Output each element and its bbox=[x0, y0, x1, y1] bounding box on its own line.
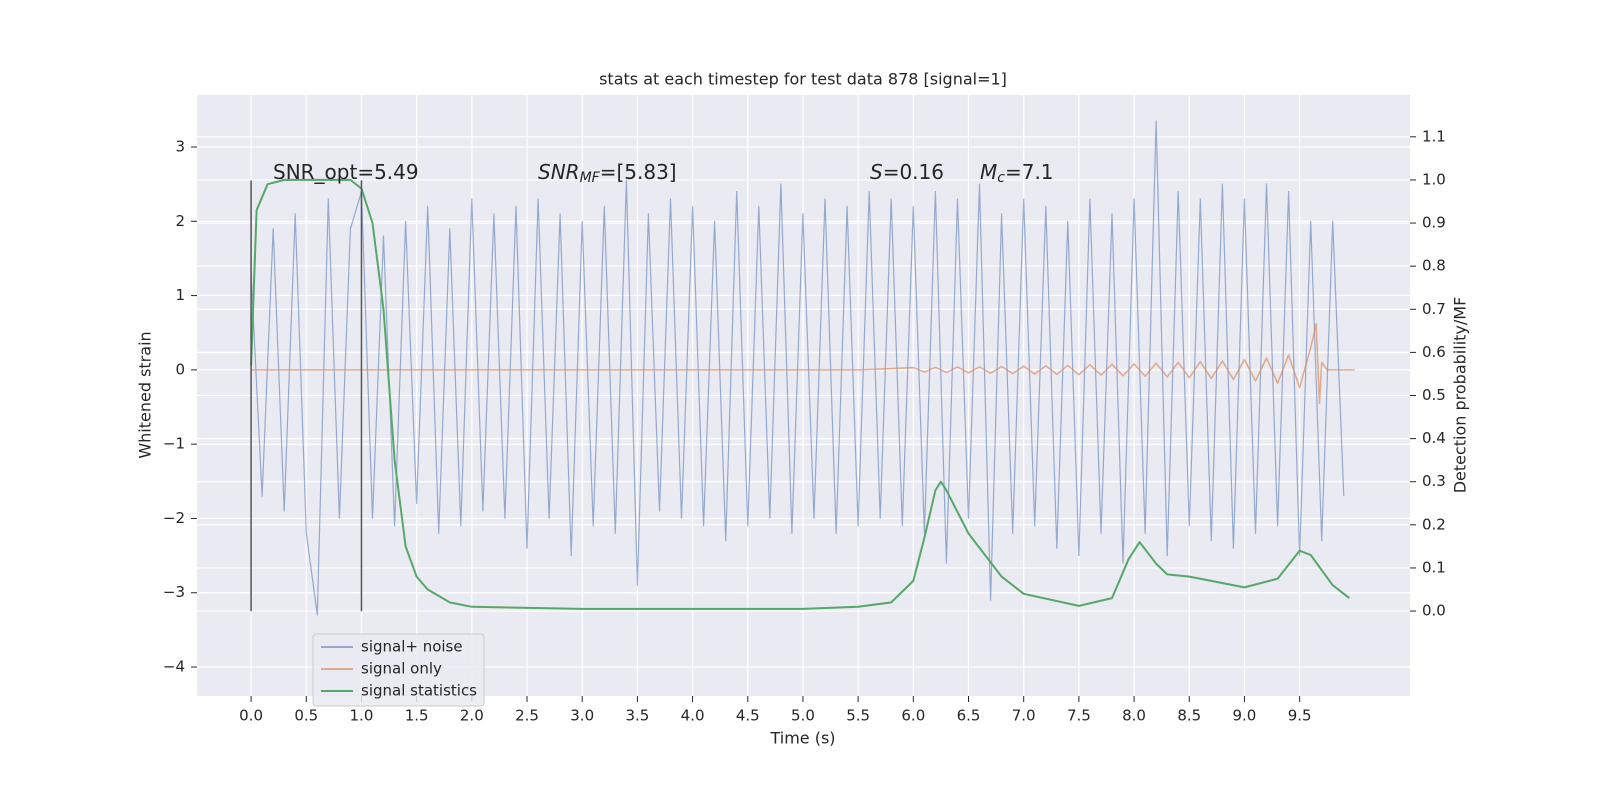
series-line bbox=[250, 178, 1350, 610]
annotation-part: =7.1 bbox=[1005, 160, 1054, 184]
annotation: SNR_opt=5.49 bbox=[273, 160, 419, 184]
y2-tick-label: 0.2 bbox=[1422, 515, 1446, 533]
x-tick-label: 6.0 bbox=[901, 707, 925, 725]
annotation-part: MF bbox=[580, 170, 601, 186]
x-tick-label: 3.5 bbox=[625, 707, 649, 725]
x-tick-label: 5.5 bbox=[846, 707, 870, 725]
x-tick-label: 4.5 bbox=[736, 707, 760, 725]
x-tick-label: 8.0 bbox=[1122, 707, 1146, 725]
x-tick-label: 1.5 bbox=[405, 707, 429, 725]
y2-tick-label: 1.1 bbox=[1422, 127, 1446, 145]
annotation-part: M bbox=[980, 160, 997, 184]
x-axis-label: Time (s) bbox=[769, 729, 835, 748]
y2-tick-label: 0.8 bbox=[1422, 257, 1446, 275]
y2-tick-label: 0.3 bbox=[1422, 472, 1446, 490]
chart-title: stats at each timestep for test data 878… bbox=[599, 70, 1007, 89]
x-tick-label: 8.5 bbox=[1177, 707, 1201, 725]
y2-tick-label: 0.4 bbox=[1422, 429, 1446, 447]
annotation-part: SNR bbox=[538, 160, 580, 184]
y-tick-label: −1 bbox=[163, 435, 185, 453]
annotation-part: =[5.83] bbox=[600, 160, 677, 184]
annotation-part: =0.16 bbox=[883, 160, 944, 184]
y2-tick-label: 0.5 bbox=[1422, 386, 1446, 404]
legend-label: signal+ noise bbox=[361, 638, 463, 656]
legend: signal+ noise signal only signal statistic… bbox=[312, 633, 485, 707]
y-tick-label: −4 bbox=[163, 658, 185, 676]
y-tick-label: 3 bbox=[175, 138, 185, 156]
y-tick-label: 0 bbox=[175, 360, 185, 378]
annotation: SNRMF=[5.83] bbox=[538, 160, 677, 187]
x-tick-label: 9.5 bbox=[1288, 707, 1312, 725]
annotation-part: SNR_opt=5.49 bbox=[273, 160, 419, 184]
x-tick-label: 9.0 bbox=[1233, 707, 1257, 725]
y2-tick-label: 0.0 bbox=[1422, 602, 1446, 620]
y2-tick-label: 0.7 bbox=[1422, 300, 1446, 318]
x-tick-label: 4.0 bbox=[681, 707, 705, 725]
annotation-part: c bbox=[997, 170, 1005, 186]
y-tick-label: 2 bbox=[175, 212, 185, 230]
x-tick-label: 7.5 bbox=[1067, 707, 1091, 725]
y-tick-label: −2 bbox=[163, 509, 185, 527]
y-axis-label: Whitened strain bbox=[136, 331, 155, 458]
y2-tick-label: 0.6 bbox=[1422, 343, 1446, 361]
y-tick-label: −3 bbox=[163, 583, 185, 601]
x-tick-label: 6.5 bbox=[957, 707, 981, 725]
y-tick-label: 1 bbox=[175, 286, 185, 304]
x-tick-label: 5.0 bbox=[791, 707, 815, 725]
x-tick-label: 1.0 bbox=[350, 707, 374, 725]
y2-tick-label: 1.0 bbox=[1422, 170, 1446, 188]
y2-tick-label: 0.1 bbox=[1422, 558, 1446, 576]
legend-box bbox=[312, 633, 485, 707]
x-tick-label: 0.0 bbox=[239, 707, 263, 725]
x-tick-label: 3.0 bbox=[570, 707, 594, 725]
legend-label: signal statistics bbox=[361, 682, 477, 700]
annotation: Mc=7.1 bbox=[980, 160, 1054, 187]
series-line bbox=[251, 323, 1355, 405]
x-tick-label: 2.5 bbox=[515, 707, 539, 725]
annotation-part: S bbox=[870, 160, 883, 184]
x-tick-label: 7.0 bbox=[1012, 707, 1036, 725]
x-tick-label: 2.0 bbox=[460, 707, 484, 725]
y2-axis-label: Detection probability/MF bbox=[1451, 297, 1470, 494]
annotation: S=0.16 bbox=[870, 160, 944, 184]
x-tick-label: 0.5 bbox=[294, 707, 318, 725]
y2-tick-label: 0.9 bbox=[1422, 214, 1446, 232]
legend-label: signal only bbox=[361, 660, 442, 678]
